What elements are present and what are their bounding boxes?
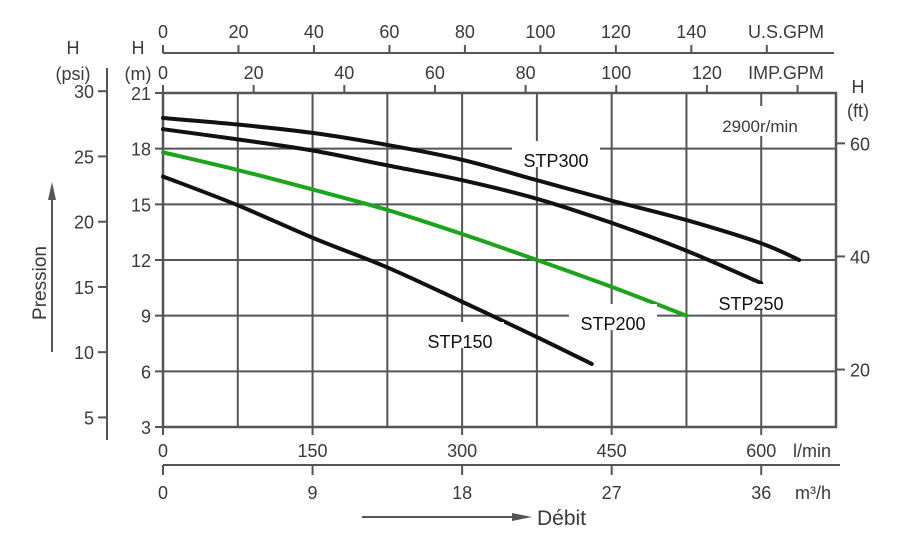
ft-tick-label: 20	[850, 361, 870, 381]
ft-axis-unit: (ft)	[847, 101, 869, 121]
lmin-tick-label: 600	[746, 441, 776, 461]
m-tick-label: 18	[131, 140, 151, 160]
m-tick-label: 21	[131, 84, 151, 104]
debit-arrow-head	[512, 513, 532, 521]
us-gpm-tick-label: 100	[525, 22, 555, 42]
imp-gpm-tick-label: 0	[158, 63, 168, 83]
us-gpm-tick-label: 40	[304, 22, 324, 42]
us-gpm-tick-label: 120	[601, 22, 631, 42]
m-tick-label: 3	[141, 418, 151, 438]
m-tick-label: 6	[141, 362, 151, 382]
m3h-tick-label: 27	[602, 483, 622, 503]
psi-tick-label: 30	[74, 82, 94, 102]
curve-stp150	[161, 174, 594, 366]
series-label-stp200: STP200	[580, 314, 645, 334]
m-axis-title: H	[132, 38, 145, 58]
m3h-unit: m³/h	[795, 483, 831, 503]
us-gpm-tick-label: 0	[158, 22, 168, 42]
psi-axis-unit: (psi)	[56, 64, 91, 84]
m-tick-label: 15	[131, 195, 151, 215]
series-label-background	[512, 141, 600, 167]
m3h-tick-label: 0	[158, 483, 168, 503]
m3h-tick-label: 36	[751, 483, 771, 503]
lmin-tick-label: 150	[298, 441, 328, 461]
series-label-background	[569, 304, 657, 330]
us-gpm-unit: U.S.GPM	[748, 22, 824, 42]
m-tick-label: 12	[131, 251, 151, 271]
imp-gpm-tick-label: 80	[516, 63, 536, 83]
ft-tick-label: 40	[850, 247, 870, 267]
us-gpm-tick-label: 60	[379, 22, 399, 42]
psi-tick-label: 15	[74, 278, 94, 298]
psi-axis-title: H	[67, 38, 80, 58]
pression-label: Pression	[30, 246, 51, 320]
curve-stp250	[161, 127, 764, 286]
debit-label: Débit	[537, 507, 586, 530]
psi-tick-label: 5	[84, 408, 94, 428]
lmin-unit: l/min	[793, 441, 831, 461]
series-label-background	[707, 284, 795, 310]
pression-arrow-head	[48, 182, 56, 200]
us-gpm-tick-label: 20	[228, 22, 248, 42]
plot-border	[161, 91, 838, 429]
series-label-stp150: STP150	[427, 332, 492, 352]
imp-gpm-tick-label: 20	[244, 63, 264, 83]
series-label-stp300: STP300	[523, 151, 588, 171]
speed-note-background	[700, 106, 830, 136]
psi-tick-label: 25	[74, 147, 94, 167]
debit-title: Débit	[362, 507, 586, 530]
curves	[161, 116, 802, 366]
ft-tick-label: 60	[850, 134, 870, 154]
pression-title: Pression	[30, 182, 56, 352]
imp-gpm-tick-label: 60	[425, 63, 445, 83]
psi-tick-label: 10	[74, 343, 94, 363]
psi-tick-label: 20	[74, 213, 94, 233]
us-gpm-tick-label: 80	[455, 22, 475, 42]
imp-gpm-unit: IMP.GPM	[748, 63, 824, 83]
curve-stp200	[161, 150, 689, 318]
series-label-stp250: STP250	[718, 294, 783, 314]
m-tick-label: 9	[141, 307, 151, 327]
ft-axis-title: H	[852, 77, 865, 97]
imp-gpm-tick-label: 120	[692, 63, 722, 83]
curve-stp300	[161, 116, 802, 262]
m-axis-unit: (m)	[125, 64, 152, 84]
imp-gpm-tick-label: 40	[334, 63, 354, 83]
m3h-tick-label: 18	[452, 483, 472, 503]
lmin-tick-label: 300	[447, 441, 477, 461]
lmin-tick-label: 450	[597, 441, 627, 461]
labels: STP300 STP250 STP200 STP150	[416, 106, 830, 352]
lmin-tick-label: 0	[158, 441, 168, 461]
imp-gpm-tick-label: 100	[601, 63, 631, 83]
us-gpm-tick-label: 140	[676, 22, 706, 42]
series-label-background	[416, 322, 504, 348]
m3h-tick-label: 9	[308, 483, 318, 503]
speed-note: 2900r/min	[722, 117, 798, 136]
